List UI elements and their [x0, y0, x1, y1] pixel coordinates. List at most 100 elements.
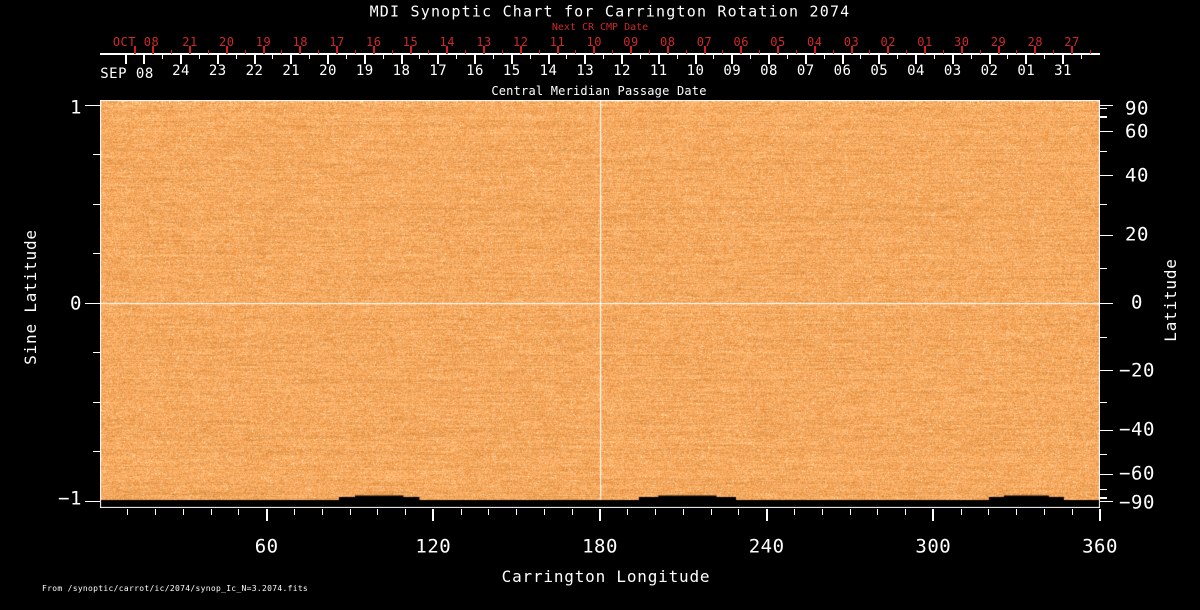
cmp-tick	[603, 55, 604, 59]
cmp-day-label: 11	[650, 64, 668, 78]
cmp-tick	[383, 55, 384, 59]
latitude-tick	[1100, 497, 1107, 498]
longitude-tick	[1044, 509, 1045, 516]
next-cr-tick	[759, 50, 760, 54]
longitude-tick	[211, 509, 212, 516]
next-cr-tick	[686, 50, 687, 54]
longitude-tick-label: 240	[749, 538, 785, 557]
y-left-axis-title: Sine Latitude	[23, 229, 39, 365]
cmp-day-label: 16	[466, 64, 484, 78]
cmp-day-label: 09	[723, 64, 741, 78]
longitude-tick	[294, 509, 295, 516]
cmp-axis-title: Central Meridian Passage Date	[491, 85, 706, 97]
sine-latitude-tick	[85, 303, 100, 304]
cmp-day-label: 17	[429, 64, 447, 78]
next-cr-tick	[502, 50, 503, 54]
next-cr-tick	[980, 50, 981, 54]
longitude-tick	[432, 509, 434, 521]
cmp-day-label: 21	[282, 64, 300, 78]
cmp-tick	[860, 55, 861, 59]
longitude-tick	[988, 509, 989, 516]
cmp-tick	[272, 55, 273, 59]
next-cr-day-label: 08	[660, 36, 675, 48]
x-axis-title: Carrington Longitude	[502, 569, 711, 585]
sine-latitude-tick	[93, 352, 100, 353]
next-cr-day-label: 14	[440, 36, 455, 48]
latitude-tick	[1100, 454, 1107, 455]
sine-latitude-tick-label: 0	[70, 295, 82, 314]
next-cr-tick	[428, 50, 429, 54]
cmp-day-label: 12	[613, 64, 631, 78]
cmp-tick	[566, 55, 567, 59]
next-cr-day-label: 20	[219, 36, 234, 48]
longitude-tick-label: 60	[255, 538, 279, 557]
cmp-day-label: 03	[944, 64, 962, 78]
latitude-tick	[1100, 474, 1113, 475]
next-cr-tick	[796, 50, 797, 54]
longitude-tick	[1099, 509, 1101, 521]
cmp-tick	[640, 55, 641, 59]
next-cr-day-label: 12	[513, 36, 528, 48]
cmp-day-label: 31	[1054, 64, 1072, 78]
cmp-tick	[1044, 55, 1045, 59]
cmp-day-label: 02	[981, 64, 999, 78]
cmp-tick	[1081, 55, 1082, 59]
next-cr-day-label: 05	[770, 36, 785, 48]
longitude-tick	[599, 509, 601, 521]
next-cr-day-label: 29	[991, 36, 1006, 48]
source-file-path: From /synoptic/carrot/ic/2074/synop_Ic_N…	[42, 585, 308, 593]
longitude-tick	[711, 509, 712, 516]
next-cr-day-label: 11	[550, 36, 565, 48]
next-cr-day-label: 06	[734, 36, 749, 48]
next-cr-day-label: 21	[182, 36, 197, 48]
latitude-tick-label: −60	[1119, 465, 1155, 484]
latitude-tick	[1100, 402, 1107, 403]
longitude-tick-label: 180	[582, 538, 618, 557]
cmp-month-label: SEP 08	[100, 67, 154, 81]
latitude-tick	[1100, 204, 1107, 205]
latitude-tick	[1100, 175, 1113, 176]
cmp-tick	[162, 55, 163, 59]
cmp-tick	[236, 55, 237, 59]
sine-latitude-tick	[85, 105, 100, 106]
latitude-tick	[1100, 235, 1113, 236]
top-axis-line	[100, 53, 1100, 55]
next-cr-tick	[245, 50, 246, 54]
cmp-tick	[456, 55, 457, 59]
next-cr-tick	[152, 46, 154, 54]
sine-latitude-tick-label: −1	[58, 490, 82, 509]
next-cr-tick	[575, 50, 576, 54]
cmp-tick	[530, 55, 531, 59]
latitude-tick	[1100, 430, 1113, 431]
next-cr-tick	[612, 50, 613, 54]
cmp-day-label: 10	[687, 64, 705, 78]
longitude-tick	[322, 509, 323, 516]
cmp-tick	[143, 55, 145, 64]
cmp-day-label: 23	[209, 64, 227, 78]
next-cr-tick	[1090, 50, 1091, 54]
longitude-tick	[932, 509, 934, 521]
sine-latitude-tick	[93, 451, 100, 452]
next-cr-tick	[943, 50, 944, 54]
next-cr-day-label: 15	[403, 36, 418, 48]
cmp-day-label: 07	[797, 64, 815, 78]
chart-title: MDI Synoptic Chart for Carrington Rotati…	[370, 5, 851, 20]
next-cr-tick	[1016, 50, 1017, 54]
cmp-tick	[787, 55, 788, 59]
next-cr-tick	[171, 50, 172, 54]
latitude-tick	[1100, 131, 1113, 132]
cmp-tick	[897, 55, 898, 59]
synoptic-chart-page: MDI Synoptic Chart for Carrington Rotati…	[0, 0, 1200, 610]
next-cr-tick	[649, 50, 650, 54]
next-cr-tick	[355, 50, 356, 54]
cmp-day-label: 22	[246, 64, 264, 78]
longitude-tick	[266, 509, 268, 521]
next-cr-tick	[1053, 50, 1054, 54]
sine-latitude-tick	[93, 204, 100, 205]
longitude-tick	[738, 509, 739, 516]
next-cr-day-label: 17	[329, 36, 344, 48]
synoptic-map-canvas	[100, 100, 1100, 508]
next-cr-tick	[134, 46, 136, 54]
latitude-tick-label: 0	[1131, 294, 1143, 313]
cmp-day-label: 13	[576, 64, 594, 78]
